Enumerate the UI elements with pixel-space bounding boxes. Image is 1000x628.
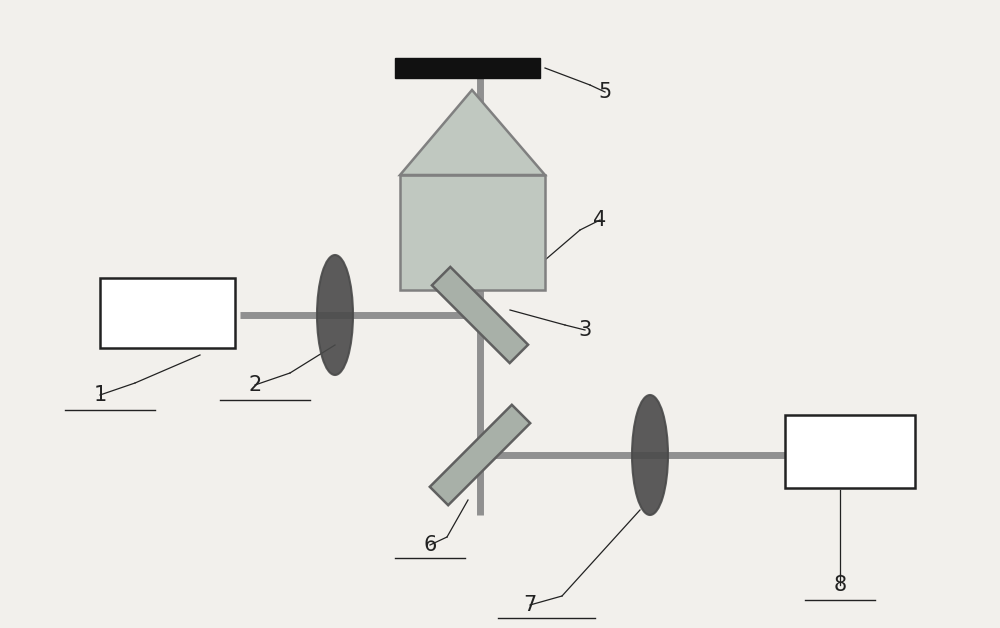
Polygon shape	[430, 405, 530, 505]
Bar	[400, 175, 545, 290]
Text: 8: 8	[833, 575, 847, 595]
Text: 5: 5	[598, 82, 612, 102]
Text: 4: 4	[593, 210, 607, 230]
Text: 6: 6	[423, 535, 437, 555]
Text: 2: 2	[248, 375, 262, 395]
Polygon shape	[400, 90, 545, 175]
Text: 1: 1	[93, 385, 107, 405]
Bar	[100, 278, 235, 348]
Polygon shape	[432, 267, 528, 363]
Text: 7: 7	[523, 595, 537, 615]
Ellipse shape	[317, 255, 353, 375]
Bar	[395, 58, 540, 78]
Ellipse shape	[632, 395, 668, 515]
Bar	[785, 415, 915, 488]
Text: 3: 3	[578, 320, 592, 340]
